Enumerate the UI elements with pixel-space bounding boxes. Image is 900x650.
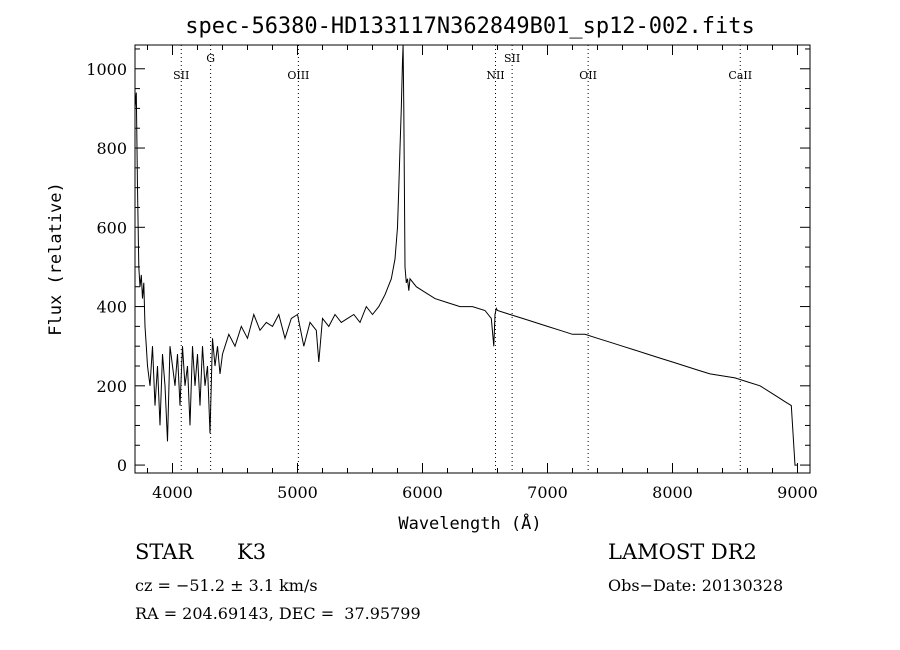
line-marker-label: OIII — [287, 69, 309, 82]
chart-title: spec-56380-HD133117N362849B01_sp12-002.f… — [185, 14, 755, 39]
line-marker-label: OII — [579, 69, 597, 82]
plot-frame — [134, 44, 811, 474]
x-tick-label: 4000 — [152, 483, 193, 502]
coordinates: RA = 204.69143, DEC = 37.95799 — [135, 604, 421, 623]
line-marker-label: SII — [173, 69, 189, 82]
x-tick-label: 6000 — [402, 483, 443, 502]
x-tick-label: 7000 — [527, 483, 568, 502]
y-tick-label: 600 — [96, 218, 127, 237]
y-tick-label: 400 — [96, 298, 127, 317]
x-axis-label: Wavelength (Å) — [398, 512, 541, 534]
x-tick-label: 9000 — [777, 483, 818, 502]
y-tick-label: 1000 — [86, 60, 127, 79]
line-marker-label: G — [206, 52, 215, 65]
spectrum-chart: spec-56380-HD133117N362849B01_sp12-002.f… — [46, 14, 818, 534]
cz-value: cz = −51.2 ± 3.1 km/s — [135, 576, 318, 595]
line-marker-label: CaII — [728, 69, 752, 82]
y-axis-label: Flux (relative) — [46, 182, 66, 336]
axis-ticks: 4000 5000 6000 7000 8000 9000 0 200 400 600 800 100… — [86, 45, 818, 502]
line-marker-label: NII — [486, 69, 504, 82]
y-tick-label: 0 — [117, 456, 127, 475]
spectrum-line — [134, 44, 798, 466]
x-tick-label: 5000 — [277, 483, 318, 502]
class-label: STAR — [135, 540, 194, 564]
survey-label: LAMOST DR2 — [608, 540, 757, 564]
line-marker-label: SII — [504, 52, 520, 65]
obs-date: Obs−Date: 20130328 — [608, 576, 784, 595]
x-tick-label: 8000 — [652, 483, 693, 502]
y-tick-label: 800 — [96, 139, 127, 158]
y-tick-label: 200 — [96, 377, 127, 396]
subclass-label: K3 — [237, 540, 267, 564]
